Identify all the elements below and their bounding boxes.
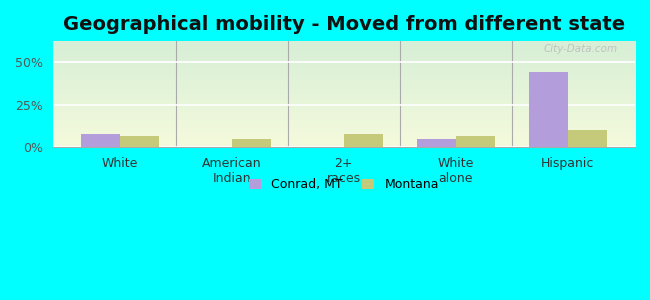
Bar: [528, 73, 568, 147]
Bar: [417, 139, 456, 147]
Bar: [232, 140, 271, 147]
Legend: Conrad, MT, Montana: Conrad, MT, Montana: [244, 173, 444, 196]
Bar: [568, 130, 607, 147]
Title: Geographical mobility - Moved from different state: Geographical mobility - Moved from diffe…: [63, 15, 625, 34]
Bar: [456, 136, 495, 147]
Text: City-Data.com: City-Data.com: [543, 44, 618, 54]
Bar: [344, 134, 383, 147]
Bar: [120, 136, 159, 147]
Bar: [81, 134, 120, 147]
